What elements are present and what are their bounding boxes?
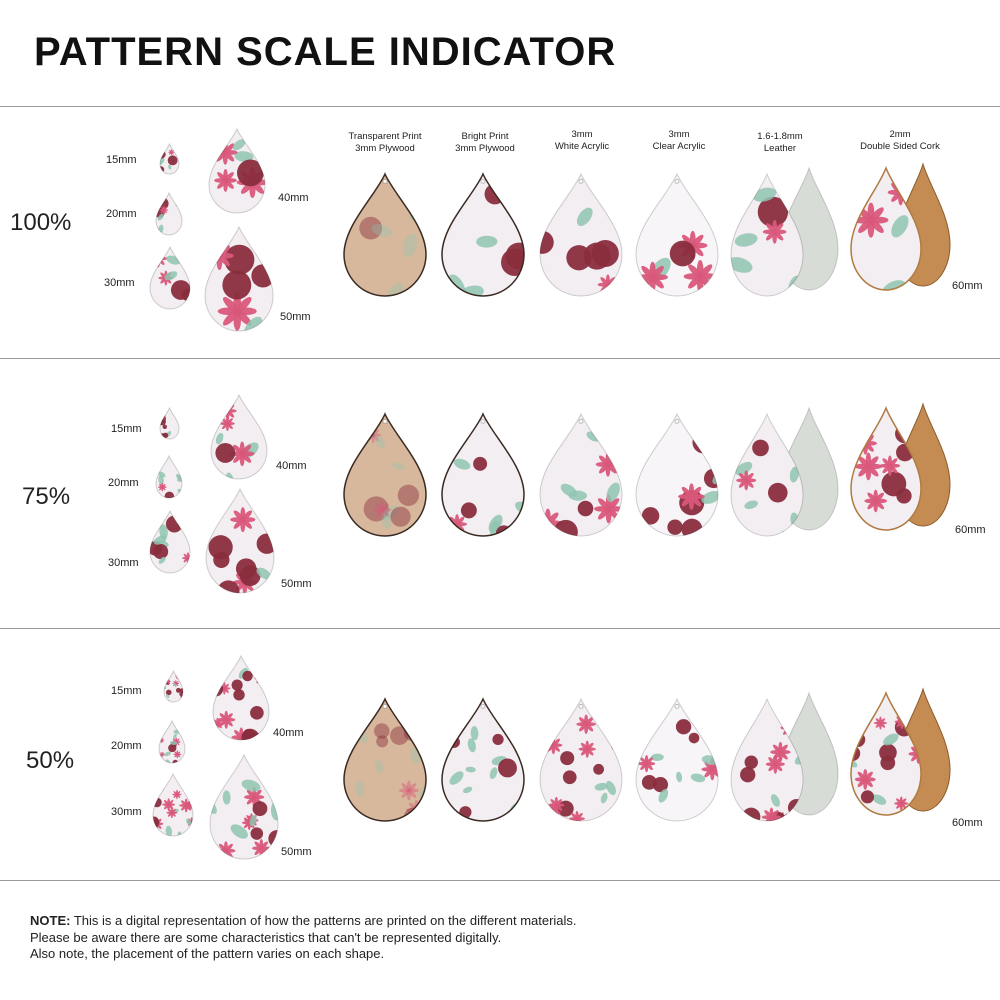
material-line: 2mm (889, 129, 911, 140)
page-title: PATTERN SCALE INDICATOR (34, 30, 617, 74)
size-swatch (149, 245, 191, 310)
scale-section-75: 75% 15mm 20mm 30mm 40mm 50mm 60mm (0, 359, 1000, 609)
scale-label: 100% (10, 209, 72, 236)
scale-label: 75% (22, 483, 71, 510)
size-swatch (212, 654, 270, 741)
note-label: NOTE: (30, 913, 71, 928)
material-line: Double Sided Cork (860, 141, 940, 152)
material-line: White Acrylic (554, 141, 610, 152)
size-label: 50mm (280, 311, 311, 323)
material-label: 3mm Clear Acrylic (624, 129, 734, 153)
note-line: Also note, the placement of the pattern … (30, 946, 385, 961)
note-line: Please be aware there are some character… (30, 929, 502, 945)
size-label: 60mm (955, 524, 986, 536)
size-label: 30mm (104, 277, 135, 289)
leather-swatch (730, 697, 804, 822)
material-line: Transparent Print (348, 131, 422, 142)
white-acrylic-swatch (539, 412, 623, 537)
scale-section-50: 50% 15mm 20mm 30mm 40mm 50mm 60mm (0, 629, 1000, 879)
material-label: 2mm Double Sided Cork (845, 129, 955, 153)
size-swatch (209, 753, 279, 860)
scale-label: 50% (26, 747, 75, 774)
material-line: 3mm Plywood (455, 143, 515, 154)
cork-swatch (850, 165, 922, 291)
size-swatch (204, 225, 274, 332)
divider (0, 880, 1000, 881)
divider (0, 358, 1000, 359)
size-label: 50mm (281, 578, 312, 590)
size-label: 50mm (281, 846, 312, 858)
material-line: 3mm (571, 129, 593, 140)
note-text: NOTE: This is a digital representation o… (30, 913, 577, 963)
size-label: 40mm (273, 727, 304, 739)
size-swatch (208, 127, 266, 214)
cork-swatch (850, 690, 922, 816)
clear-acrylic-swatch (635, 412, 719, 537)
size-label: 30mm (108, 557, 139, 569)
clear-acrylic-swatch (635, 697, 719, 822)
size-label: 20mm (111, 740, 142, 752)
material-label: 3mm White Acrylic (527, 129, 637, 153)
size-label: 40mm (278, 192, 309, 204)
size-swatch (149, 509, 191, 574)
size-swatch (205, 487, 275, 594)
material-label: 1.6-1.8mm Leather (725, 131, 835, 155)
plywood-bright-swatch (441, 697, 525, 822)
size-label: 15mm (111, 423, 142, 435)
size-swatch (155, 454, 183, 499)
material-line: Clear Acrylic (652, 141, 706, 152)
plywood-bright-swatch (441, 412, 525, 537)
note-line: This is a digital representation of how … (70, 913, 577, 928)
size-swatch (155, 191, 183, 236)
size-label: 15mm (111, 685, 142, 697)
plywood-transparent-swatch (343, 697, 427, 822)
material-label: Transparent Print 3mm Plywood (330, 131, 440, 155)
size-swatch (159, 142, 180, 175)
divider (0, 106, 1000, 107)
material-line: 1.6-1.8mm (757, 131, 803, 142)
size-swatch (152, 772, 194, 837)
size-label: 20mm (108, 477, 139, 489)
material-label: Bright Print 3mm Plywood (430, 131, 540, 155)
size-swatch (159, 406, 180, 440)
clear-acrylic-swatch (635, 172, 719, 297)
white-acrylic-swatch (539, 697, 623, 822)
material-line: Bright Print (461, 131, 509, 142)
plywood-transparent-swatch (343, 172, 427, 297)
material-line: 3mm Plywood (355, 143, 415, 154)
scale-section-100: 100% 15mm 20mm 30mm 40mm 50mm 60mm (0, 107, 1000, 357)
size-swatch (210, 393, 268, 480)
size-swatch (158, 719, 186, 764)
divider (0, 628, 1000, 629)
plywood-transparent-swatch (343, 412, 427, 537)
leather-swatch (730, 412, 804, 537)
size-label: 60mm (952, 817, 983, 829)
size-label: 15mm (106, 154, 137, 166)
material-line: 3mm (668, 129, 690, 140)
size-label: 20mm (106, 208, 137, 220)
cork-swatch (850, 405, 922, 531)
size-label: 40mm (276, 460, 307, 472)
leather-swatch (730, 172, 804, 297)
material-line: Leather (763, 143, 797, 154)
plywood-bright-swatch (441, 172, 525, 297)
size-swatch (163, 669, 184, 703)
size-label: 60mm (952, 280, 983, 292)
size-label: 30mm (111, 806, 142, 818)
white-acrylic-swatch (539, 172, 623, 297)
